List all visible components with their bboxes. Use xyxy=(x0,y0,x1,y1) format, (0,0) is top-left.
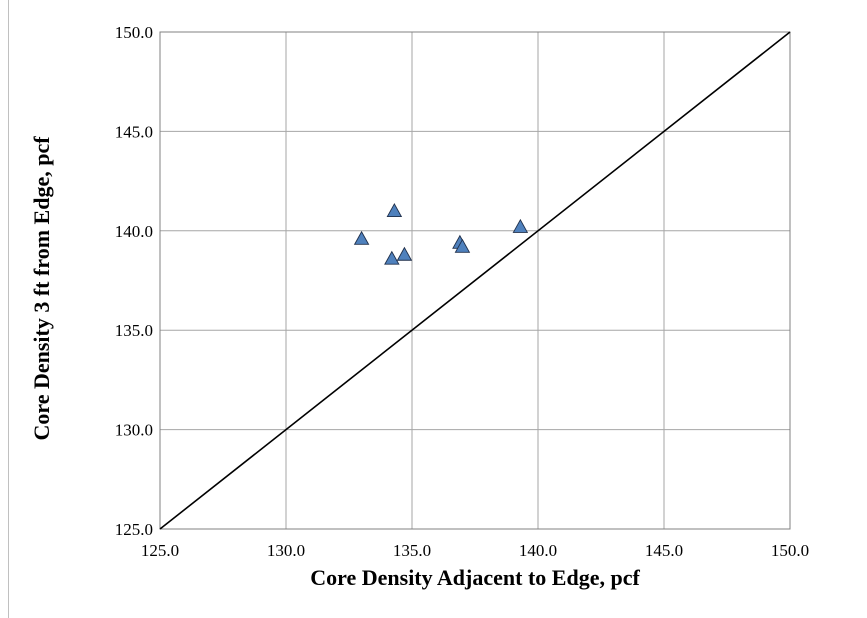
data-point xyxy=(396,246,413,261)
x-tick-label: 145.0 xyxy=(645,541,683,560)
y-tick-label: 125.0 xyxy=(115,520,153,539)
x-tick-label: 135.0 xyxy=(393,541,431,560)
data-point xyxy=(512,218,529,233)
data-points xyxy=(353,202,529,265)
data-point xyxy=(353,230,370,245)
line-of-equality xyxy=(159,31,791,530)
y-tick-label: 150.0 xyxy=(115,23,153,42)
y-tick-label: 130.0 xyxy=(115,421,153,440)
y-axis-title: Core Density 3 ft from Edge, pcf xyxy=(29,136,54,441)
x-tick-labels: 125.0 130.0 135.0 140.0 145.0 150.0 xyxy=(141,541,809,560)
plot-area xyxy=(159,31,791,530)
x-tick-label: 150.0 xyxy=(771,541,809,560)
x-axis-title: Core Density Adjacent to Edge, pcf xyxy=(310,565,640,590)
y-tick-labels: 125.0 130.0 135.0 140.0 145.0 150.0 xyxy=(115,23,153,539)
data-point xyxy=(384,250,400,265)
x-tick-label: 140.0 xyxy=(519,541,557,560)
data-point xyxy=(386,202,403,217)
y-tick-label: 140.0 xyxy=(115,222,153,241)
y-tick-label: 145.0 xyxy=(115,122,153,141)
x-tick-label: 130.0 xyxy=(267,541,305,560)
y-tick-label: 135.0 xyxy=(115,321,153,340)
data-point xyxy=(454,238,471,253)
x-tick-label: 125.0 xyxy=(141,541,179,560)
